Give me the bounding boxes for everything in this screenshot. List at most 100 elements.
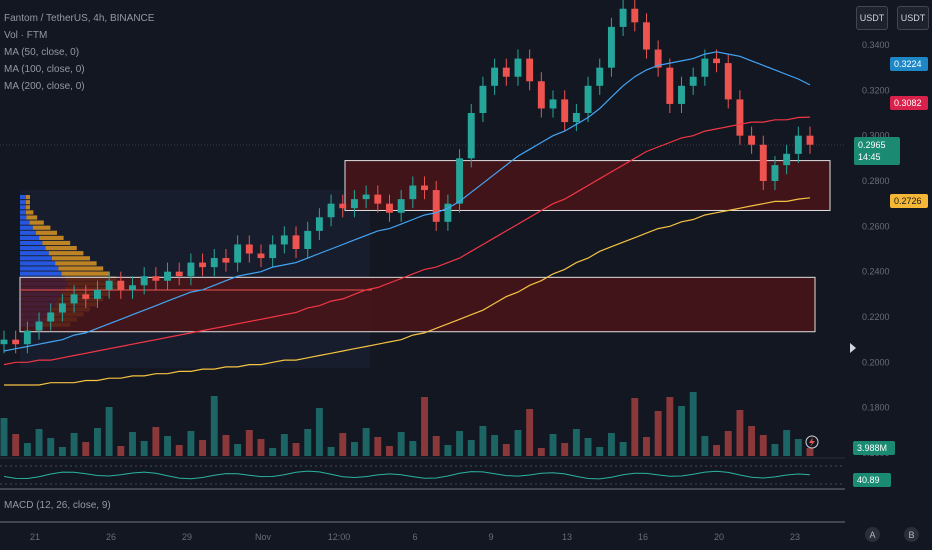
volume-bar [596,447,603,456]
candle-body [281,235,288,244]
x-tick-label-7: 13 [562,532,572,542]
candle-body [328,204,335,218]
volume-bar [643,437,650,456]
volume-bar [701,436,708,456]
volume-bar [678,406,685,456]
candle-body [491,68,498,86]
y-tick-label-1: 0.3200 [862,85,890,95]
candle-body [585,86,592,113]
volume-profile-bar [42,241,70,245]
legend-ma200[interactable]: MA (200, close, 0) [4,78,154,95]
volume-profile-bar [33,226,51,230]
volume-bar [24,443,31,456]
volume-bar [736,410,743,456]
candle-body [386,204,393,213]
volume-profile-bar [20,266,58,270]
candle-body [141,276,148,285]
volume-bar [106,407,113,456]
volume-profile-bar [30,221,44,225]
volume-bar [433,436,440,456]
volume-bar [491,435,498,456]
volume-bar [141,441,148,456]
x-tick-label-10: 23 [790,532,800,542]
candle-body [608,27,615,68]
volume-bar [526,409,533,456]
candle-body [561,99,568,122]
volume-bar [316,408,323,456]
legend-ma100[interactable]: MA (100, close, 0) [4,61,154,78]
volume-profile-bar [26,205,30,209]
volume-profile-bar [26,215,37,219]
volume-profile-bar [20,256,52,260]
volume-bar [363,428,370,456]
x-tick-label-3: Nov [255,532,272,542]
volume-bar [561,443,568,456]
candle-body [468,113,475,158]
volume-profile-bar [20,221,30,225]
ma200-price-badge: 0.2726 [890,194,928,208]
volume-bar [187,431,194,456]
scale-b-button[interactable]: B [904,527,919,542]
volume-bar [725,431,732,456]
candle-body [748,136,755,145]
lightning-bolt-icon [809,437,815,447]
auto-scale-button[interactable]: A [865,527,880,542]
volume-profile-bar [20,246,46,250]
volume-profile-bar [20,251,49,255]
candle-body [631,9,638,23]
candle-body [24,331,31,345]
candle-body [596,68,603,86]
x-tick-label-4: 12:00 [328,532,351,542]
volume-bar [713,445,720,456]
last-price-value: 0.2965 [858,139,896,151]
candle-body [106,281,113,290]
volume-profile-bar [55,261,96,265]
volume-bar [328,447,335,456]
volume-bar [351,442,358,456]
legend-volume[interactable]: Vol · FTM [4,27,154,44]
candle-body [129,285,136,290]
candle-body [678,86,685,104]
candle-body [526,59,533,82]
volume-bar [152,427,159,456]
candle-body [234,244,241,262]
currency-button-left[interactable]: USDT [856,6,888,30]
candle-body [515,59,522,77]
volume-bar [409,441,416,456]
x-tick-label-9: 20 [714,532,724,542]
currency-button-right[interactable]: USDT [897,6,929,30]
candle-body [199,263,206,268]
candle-body [783,154,790,165]
candle-body [12,340,19,345]
candle-body [164,272,171,281]
volume-bar [538,448,545,456]
volume-bar [386,446,393,456]
scroll-right-arrow-icon[interactable] [850,343,856,353]
volume-bar [304,429,311,456]
volume-bar [468,440,475,456]
volume-bar [94,428,101,456]
volume-bar [234,444,241,456]
volume-profile-bar [20,195,26,199]
volume-bar [666,397,673,456]
volume-profile-bar [20,272,62,276]
candle-body [363,195,370,200]
volume-bar [269,448,276,456]
candle-body [620,9,627,27]
y-tick-label-7: 0.2000 [862,357,890,367]
volume-profile-bar [52,256,90,260]
candle-body [82,294,89,299]
volume-profile-bar [20,261,55,265]
candle-body [456,158,463,203]
legend-ma50[interactable]: MA (50, close, 0) [4,44,154,61]
volume-bar [339,433,346,456]
volume-bar [783,430,790,456]
candle-body [339,204,346,209]
legend-symbol[interactable]: Fantom / TetherUS, 4h, BINANCE [4,10,154,27]
ma50-price-badge: 0.3224 [890,57,928,71]
macd-legend[interactable]: MACD (12, 26, close, 9) [4,500,111,511]
volume-profile-bar [58,266,103,270]
volume-profile-bar [20,215,26,219]
candle-body [59,303,66,312]
rsi-value-badge: 40.89 [853,473,891,487]
